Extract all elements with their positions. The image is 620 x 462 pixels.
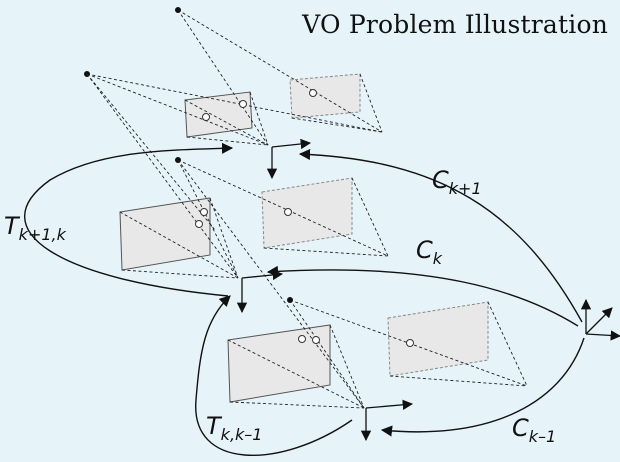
scene-point bbox=[287, 297, 293, 303]
feature-point-marker bbox=[284, 208, 292, 216]
feature-point-marker bbox=[202, 113, 210, 121]
label-t-k-plus-1-k: Tk+1,k bbox=[4, 212, 67, 244]
world-frame-axes-icon bbox=[580, 298, 620, 341]
feature-point-marker bbox=[406, 339, 414, 347]
scene-point bbox=[175, 7, 181, 13]
label-c-k-minus-1: Ck–1 bbox=[512, 414, 556, 446]
feature-point-marker bbox=[200, 208, 208, 216]
label-c-k-plus-1: Ck+1 bbox=[432, 166, 482, 198]
image-plane bbox=[387, 301, 489, 377]
image-plane bbox=[289, 73, 361, 119]
camera-axes-icon bbox=[236, 269, 284, 314]
camera-axes-icon bbox=[266, 138, 312, 180]
label-t-k-k-minus-1: Tk,k–1 bbox=[206, 412, 262, 444]
pose-curve-c-k-minus-1 bbox=[380, 337, 585, 437]
image-plane bbox=[261, 177, 353, 249]
transform-curve-t-k-k-minus-1 bbox=[195, 295, 353, 456]
transform-curve-t-k-plus-1-k bbox=[24, 142, 234, 297]
image-plane bbox=[184, 91, 253, 138]
image-plane bbox=[227, 324, 331, 403]
camera-pose-k-minus-1 bbox=[177, 159, 528, 442]
feature-point-marker bbox=[309, 89, 317, 97]
label-c-k: Ck bbox=[416, 236, 443, 268]
projection-rays bbox=[86, 9, 383, 146]
pose-curve-c-k bbox=[266, 265, 579, 327]
pose-curves bbox=[24, 142, 585, 456]
image-plane bbox=[119, 197, 211, 271]
camera-axes-icon bbox=[360, 399, 414, 442]
camera-pose-k-plus-1 bbox=[84, 7, 383, 180]
diagram-title: VO Problem Illustration bbox=[302, 10, 608, 39]
feature-point-marker bbox=[298, 335, 306, 343]
projection-rays bbox=[177, 159, 528, 409]
camera-pose-k bbox=[86, 73, 389, 314]
feature-point-marker bbox=[239, 100, 247, 108]
feature-point-marker bbox=[312, 336, 320, 344]
pose-curve-c-k-plus-1 bbox=[298, 148, 583, 323]
feature-point-marker bbox=[195, 220, 203, 228]
